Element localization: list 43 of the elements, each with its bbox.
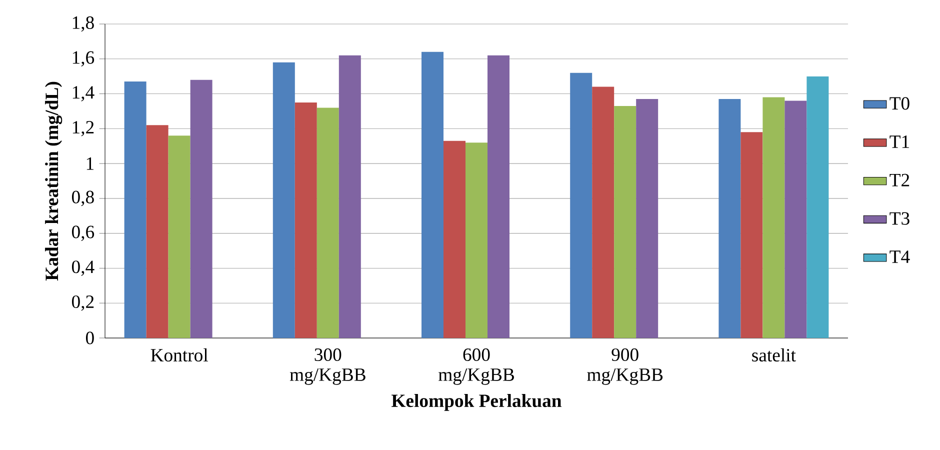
legend-label: T4 (890, 250, 910, 263)
legend-label: T1 (890, 136, 909, 148)
y-axis-title: Kadar kreatinin (mg/dL) (45, 82, 62, 281)
bar (444, 140, 466, 338)
y-tick-label: 1,4 (72, 86, 94, 102)
bar (784, 100, 807, 338)
legend-label: T2 (890, 174, 910, 186)
bar (272, 62, 295, 338)
x-axis-title: Kelompok Perlakuan (392, 394, 562, 411)
bar (592, 86, 614, 338)
bar (465, 142, 488, 338)
x-tick-label: satelit (752, 348, 796, 362)
x-tick-label: 300 mg/KgBB (290, 348, 366, 385)
legend-label: T0 (890, 97, 910, 110)
bar (570, 72, 592, 338)
bar (806, 76, 829, 338)
y-tick-label: 1,6 (72, 51, 94, 66)
bar (422, 52, 444, 338)
bar (762, 97, 785, 338)
y-tick-label: 1,8 (72, 16, 94, 32)
y-tick-label: 0,4 (72, 260, 94, 276)
y-tick-label: 1,2 (72, 121, 94, 136)
bar (636, 99, 658, 338)
x-tick-label: Kontrol (150, 348, 208, 362)
x-tick-label: 900 mg/KgBB (587, 348, 663, 385)
bar (316, 108, 339, 338)
y-tick-label: 0,6 (72, 226, 94, 241)
x-tick-label: 600 mg/KgBB (438, 348, 514, 385)
bar (190, 80, 212, 338)
bar (614, 106, 636, 338)
bar (168, 136, 190, 338)
bar (740, 132, 763, 338)
y-tick-label: 0,2 (72, 295, 94, 311)
bar (718, 99, 741, 338)
bar (338, 55, 361, 338)
legend-label: T3 (890, 212, 910, 225)
y-tick-label: 1 (86, 157, 94, 170)
bar (124, 82, 146, 338)
bar (146, 125, 168, 338)
bar (294, 102, 317, 338)
bar (487, 55, 510, 338)
y-tick-label: 0,8 (72, 190, 94, 206)
y-tick-label: 0 (86, 332, 94, 344)
